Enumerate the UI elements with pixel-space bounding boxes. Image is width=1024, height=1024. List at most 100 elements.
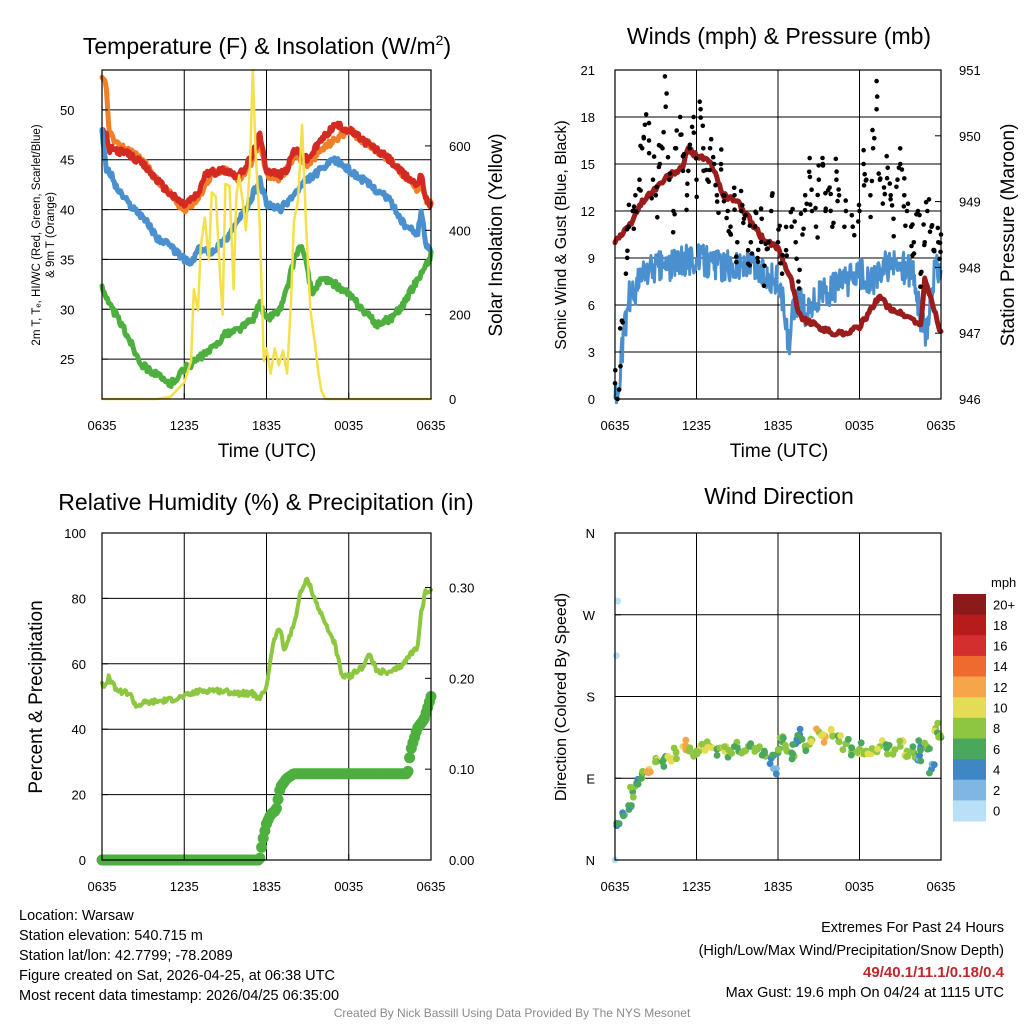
gust-point xyxy=(667,177,672,182)
temp-ytick-label: 25 xyxy=(60,352,74,367)
direction-point xyxy=(672,748,680,756)
gust-point xyxy=(745,247,751,253)
rh-xtick-label: 0635 xyxy=(88,879,117,894)
temp-ylabel-1: 2m T, Tₑ, HI/WC (Red, Green, Scarlet/Blu… xyxy=(31,124,43,345)
direction-point xyxy=(820,738,828,746)
gust-point xyxy=(870,146,876,151)
dir-ylabel: Direction (Colored By Speed) xyxy=(553,593,570,801)
direction-point xyxy=(652,758,659,766)
temp-series-td xyxy=(99,244,434,389)
wind-ytick-label: 0 xyxy=(588,392,595,407)
gust-point xyxy=(731,185,737,191)
gust-point xyxy=(714,193,720,198)
direction-point xyxy=(916,752,923,759)
direction-point xyxy=(829,732,836,740)
direction-point xyxy=(766,760,774,768)
gust-point xyxy=(646,138,652,143)
gust-point xyxy=(872,135,877,141)
gust-point xyxy=(749,251,755,256)
precip-point xyxy=(404,752,416,764)
gust-point xyxy=(679,132,684,137)
gust-point xyxy=(833,156,839,162)
gust-point xyxy=(725,208,730,214)
direction-point xyxy=(773,765,780,773)
direction-point xyxy=(620,812,627,820)
temp-xtick-label: 1835 xyxy=(252,418,281,433)
gust-point xyxy=(793,240,798,245)
gust-point xyxy=(870,127,875,133)
colorbar-swatch xyxy=(953,635,986,657)
gust-point xyxy=(743,212,748,218)
rh-ylabel: Percent & Precipitation xyxy=(26,600,47,793)
gust-point xyxy=(662,74,668,79)
gust-point xyxy=(667,171,673,176)
precip-point xyxy=(270,803,282,814)
gust-point xyxy=(935,225,941,231)
gust-point xyxy=(899,167,905,172)
dir-ytick-label: E xyxy=(586,771,595,786)
gust-point xyxy=(698,115,703,120)
max-gust-text: Max Gust: 19.6 mph On 04/24 at 1115 UTC xyxy=(725,985,1004,1001)
dir-ytick-label: N xyxy=(586,853,595,868)
rh-ytick-right-label: 0.20 xyxy=(449,671,474,686)
rh-ytick-right-label: 0.10 xyxy=(449,762,474,777)
temp-xtick-label: 1235 xyxy=(170,418,199,433)
rh-ytick-label: 20 xyxy=(72,788,86,803)
gust-point xyxy=(734,254,739,259)
gust-point xyxy=(869,178,875,184)
colorbar-label: 2 xyxy=(993,783,1000,798)
gust-point xyxy=(876,171,881,176)
gust-point xyxy=(923,199,929,205)
gust-point xyxy=(687,142,693,148)
rh-title: Relative Humidity (%) & Precipitation (i… xyxy=(58,489,473,515)
direction-point xyxy=(746,743,754,750)
gust-point xyxy=(885,165,890,171)
gust-point xyxy=(905,201,911,206)
direction-point xyxy=(693,750,701,758)
rh-xtick-label: 1235 xyxy=(170,879,199,894)
gust-point xyxy=(623,271,629,277)
rh-series-humidity xyxy=(100,576,433,709)
temp-ytick-label: 40 xyxy=(60,203,74,218)
gust-point xyxy=(828,208,833,214)
gust-point xyxy=(802,193,808,198)
gust-point xyxy=(631,204,637,209)
gust-point xyxy=(687,146,692,151)
gust-point xyxy=(929,223,935,228)
gust-point xyxy=(849,213,855,218)
direction-point xyxy=(637,775,645,782)
gust-point xyxy=(783,224,789,230)
gust-point xyxy=(762,263,767,269)
wind-series-sonic xyxy=(613,243,943,405)
gust-point xyxy=(722,193,727,198)
wind-ytick-label: 9 xyxy=(588,251,595,266)
extremes-values: 49/40.1/11.1/0.18/0.4 xyxy=(863,964,1004,981)
colorbar-label: 6 xyxy=(993,742,1000,757)
dir-ytick-label: N xyxy=(586,526,595,541)
gust-point xyxy=(823,190,828,196)
gust-point xyxy=(863,178,869,183)
gust-point xyxy=(656,164,662,170)
gust-point xyxy=(874,107,879,112)
direction-point xyxy=(664,753,672,760)
gust-point xyxy=(633,193,638,198)
gust-point xyxy=(646,150,652,156)
gust-point xyxy=(708,136,714,142)
gust-point xyxy=(784,253,789,258)
gust-point xyxy=(861,183,867,188)
gust-point xyxy=(713,182,718,188)
gust-point xyxy=(792,219,797,224)
dir-xtick-label: 1235 xyxy=(682,879,711,894)
gust-point xyxy=(691,114,696,120)
temp-ylabel-right: Solar Insolation (Yellow) xyxy=(486,133,507,336)
direction-point xyxy=(761,749,768,757)
gust-point xyxy=(741,220,746,226)
gust-point xyxy=(808,202,813,207)
direction-point xyxy=(889,751,897,758)
gust-point xyxy=(807,174,813,180)
temp-xtick-label: 0035 xyxy=(334,418,363,433)
rh-ytick-label: 0 xyxy=(79,853,86,868)
rh-xtick-label: 0635 xyxy=(417,879,446,894)
gust-point xyxy=(728,232,734,237)
gust-point xyxy=(654,184,659,190)
